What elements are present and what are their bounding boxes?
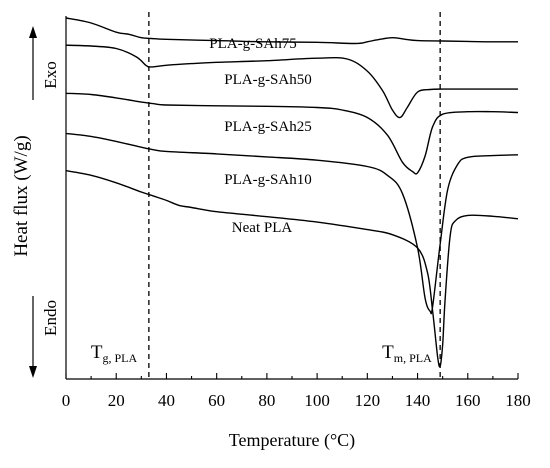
series-label: Neat PLA <box>232 220 293 236</box>
x-tick-label: 60 <box>208 391 225 410</box>
series-label: PLA-g-SAh25 <box>224 119 312 135</box>
series-label: PLA-g-SAh50 <box>224 72 312 88</box>
series-line-4 <box>65 132 519 315</box>
series-line-3 <box>65 92 519 175</box>
ref-label-tm: Tm, PLA <box>382 342 432 365</box>
series-line-1 <box>65 17 519 45</box>
x-tick-label: 0 <box>62 391 71 410</box>
exo-label: Exo <box>41 61 60 88</box>
x-tick-label: 40 <box>158 391 175 410</box>
x-tick-label: 180 <box>505 391 531 410</box>
endo-arrow <box>29 296 37 378</box>
series-label: PLA-g-SAh75 <box>209 36 297 52</box>
y-axis-title: Heat flux (W/g) <box>11 135 32 256</box>
x-tick-label: 120 <box>355 391 381 410</box>
series-line-2 <box>65 44 518 119</box>
ref-label-tg: Tg, PLA <box>91 342 138 365</box>
x-tick-label: 100 <box>304 391 330 410</box>
exo-arrow <box>29 26 37 100</box>
series-label: PLA-g-SAh10 <box>224 172 312 188</box>
x-tick-label: 140 <box>405 391 431 410</box>
endo-label: Endo <box>41 300 60 336</box>
series-line-5 <box>65 170 519 368</box>
x-tick-label: 20 <box>108 391 125 410</box>
x-tick-label: 160 <box>455 391 481 410</box>
x-axis-title: Temperature (°C) <box>229 430 355 451</box>
x-tick-label: 80 <box>258 391 275 410</box>
